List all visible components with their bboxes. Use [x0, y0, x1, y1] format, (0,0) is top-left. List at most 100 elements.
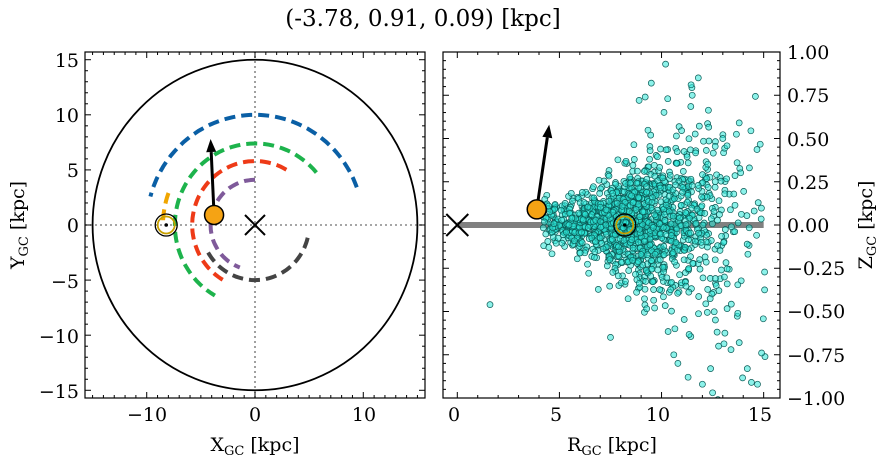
right-xtick-label: 10 — [646, 404, 670, 426]
left-xtick-label: 0 — [249, 404, 261, 426]
star-point — [699, 171, 706, 178]
star-point — [680, 148, 688, 155]
right-ytick-label: −0.25 — [787, 258, 845, 280]
star-point — [646, 147, 654, 154]
star-point — [578, 189, 586, 196]
right-axis-ticks — [443, 51, 780, 399]
star-point — [740, 188, 748, 195]
right-x-axis-label: RGC [kpc] — [567, 434, 657, 459]
star-point — [669, 249, 677, 257]
star-point — [712, 275, 719, 282]
star-point — [733, 159, 741, 167]
star-point — [714, 216, 721, 224]
left-ytick-label: 15 — [55, 50, 79, 72]
star-point — [717, 177, 725, 185]
star-point — [629, 162, 637, 169]
star-point — [723, 265, 731, 273]
star-point — [752, 93, 759, 100]
star-point — [649, 278, 657, 286]
object-marker — [526, 199, 547, 220]
star-point — [699, 380, 706, 388]
star-point — [607, 334, 614, 341]
star-point — [656, 286, 664, 293]
star-point — [620, 236, 628, 244]
star-point — [694, 182, 702, 189]
star-point — [635, 97, 643, 104]
star-point — [584, 260, 591, 268]
star-point — [694, 74, 702, 82]
star-point — [727, 300, 735, 308]
star-point — [667, 286, 674, 294]
star-point — [666, 171, 674, 179]
star-point — [669, 212, 677, 220]
star-point — [615, 243, 622, 251]
star-point — [716, 211, 723, 218]
star-point — [584, 224, 592, 231]
star-point — [662, 231, 670, 238]
right-xtick-label: 15 — [748, 404, 772, 426]
star-point — [691, 130, 699, 138]
star-point — [761, 268, 768, 276]
star-point — [561, 200, 569, 207]
star-point — [656, 220, 664, 228]
star-point — [613, 213, 620, 220]
velocity-arrow-shaft — [209, 151, 216, 216]
star-point — [672, 239, 680, 246]
galaxy-boundary-circle — [91, 58, 419, 392]
star-point — [705, 123, 713, 131]
right-ytick-label: 0.25 — [787, 172, 829, 194]
star-point — [650, 296, 658, 304]
right-xtick-label: 5 — [550, 404, 562, 426]
star-point — [674, 289, 682, 297]
star-point — [758, 349, 765, 357]
star-point — [641, 93, 649, 101]
star-point — [688, 91, 696, 99]
star-point — [689, 260, 697, 267]
star-point — [680, 316, 688, 323]
star-point — [685, 288, 693, 296]
star-point — [630, 156, 638, 163]
star-point — [646, 155, 653, 163]
star-point — [609, 269, 617, 276]
galactic-center-marker — [244, 214, 266, 236]
star-point — [735, 119, 743, 127]
star-point — [695, 293, 703, 300]
star-point — [677, 201, 685, 209]
left-ytick-label: −5 — [51, 271, 79, 293]
star-point — [591, 254, 598, 261]
right-ytick-labels: −1.00 −0.75 −0.50 −0.25 0.00 0.25 0.50 0… — [787, 42, 845, 410]
star-point — [596, 190, 604, 197]
star-point — [660, 243, 668, 250]
right-panel: 0 5 10 15 −1.00 −0.75 −0.50 −0.25 0.00 0… — [442, 42, 880, 459]
star-point — [702, 147, 710, 154]
star-point — [703, 175, 711, 182]
star-point — [674, 360, 682, 367]
left-ytick-label: −10 — [39, 326, 79, 348]
right-ytick-label: 0.75 — [787, 85, 829, 107]
star-point — [656, 184, 664, 192]
star-point — [597, 223, 605, 231]
star-point — [687, 175, 695, 183]
star-point — [745, 224, 753, 232]
star-point — [679, 168, 687, 175]
star-point — [668, 307, 675, 315]
figure-title: (-3.78, 0.91, 0.09) [kpc] — [285, 6, 560, 32]
star-point — [643, 183, 651, 190]
star-point — [699, 221, 707, 229]
star-point — [702, 300, 710, 308]
right-xtick-label: 0 — [448, 404, 460, 426]
spiral-arm-line — [208, 177, 256, 270]
star-point — [647, 272, 655, 280]
star-point — [680, 256, 688, 264]
star-point — [754, 199, 762, 206]
star-point — [595, 176, 603, 184]
star-point — [662, 60, 669, 68]
star-point — [673, 132, 680, 140]
star-point — [596, 203, 604, 211]
star-point — [651, 211, 658, 219]
star-point — [723, 175, 730, 183]
star-point — [698, 202, 706, 210]
star-point — [699, 274, 707, 282]
star-point — [748, 379, 755, 386]
